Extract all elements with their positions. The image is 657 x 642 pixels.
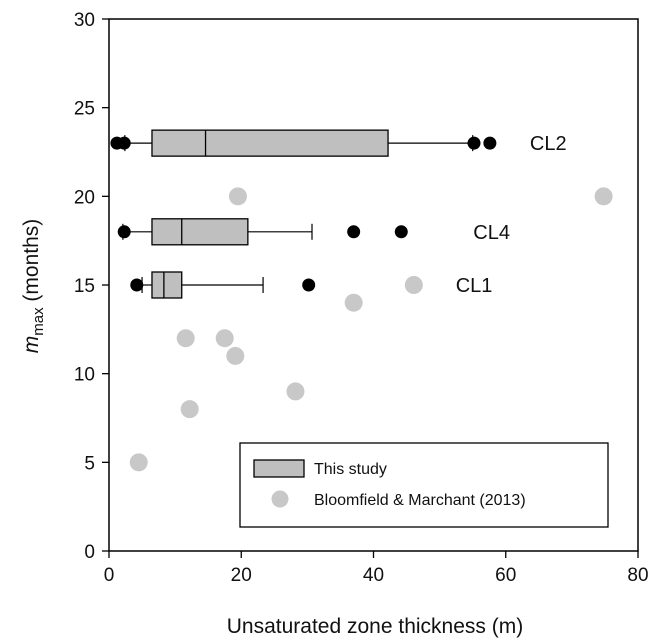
y-axis-title-subscript: max [30, 307, 47, 336]
bloomfield-point [215, 329, 234, 348]
bloomfield-point [404, 276, 423, 294]
y-tick-label: 25 [74, 99, 95, 120]
bloomfield-point [286, 382, 305, 401]
outlier-point [130, 278, 144, 292]
bloomfield-point [594, 187, 613, 206]
x-tick-label: 80 [627, 565, 648, 586]
legend: This study Bloomfield & Marchant (2013) [239, 442, 609, 528]
outlier-point [467, 136, 481, 150]
legend-label-bloomfield: Bloomfield & Marchant (2013) [314, 492, 526, 509]
box-iqr [151, 218, 249, 246]
legend-box-swatch [253, 459, 305, 478]
y-axis-title: mmax (months) [20, 219, 47, 354]
y-axis-title-symbol: m [20, 336, 43, 354]
y-tick-label: 30 [74, 10, 95, 31]
y-tick-label: 0 [84, 542, 95, 563]
box-cl4: CL4 [117, 218, 510, 246]
box-iqr [151, 129, 389, 157]
box-label-cl4: CL4 [473, 222, 510, 244]
outlier-point [483, 136, 497, 150]
box-label-cl2: CL2 [530, 133, 567, 155]
y-tick-label: 15 [74, 276, 95, 297]
box-cl1: CL1 [130, 271, 493, 299]
box-series: CL2 CL4 CL1 [110, 129, 567, 299]
x-tick-label: 60 [495, 565, 516, 586]
legend-frame [239, 442, 609, 528]
legend-label-this-study: This study [314, 461, 387, 478]
bloomfield-point [344, 293, 363, 312]
bloomfield-point [129, 453, 148, 472]
x-tick-label: 0 [104, 565, 115, 586]
y-tick-label: 20 [74, 187, 95, 208]
box-cl2: CL2 [110, 129, 567, 157]
bloomfield-point [228, 187, 247, 206]
box-iqr [151, 271, 183, 299]
outlier-point [302, 278, 316, 292]
bloomfield-point [180, 400, 199, 419]
y-axis-title-unit: (months) [20, 219, 43, 308]
x-axis-title: Unsaturated zone thickness (m) [227, 615, 523, 638]
outlier-point [347, 225, 361, 239]
x-tick-label: 40 [363, 565, 384, 586]
y-tick-label: 5 [84, 453, 95, 474]
box-label-cl1: CL1 [456, 275, 493, 297]
scatter-series [129, 187, 613, 472]
legend-scatter-marker [271, 490, 289, 508]
outlier-point [394, 225, 408, 239]
outlier-point [117, 136, 131, 150]
x-tick-label: 20 [231, 565, 252, 586]
y-tick-label: 10 [74, 365, 95, 386]
outlier-point [117, 225, 131, 239]
axis-ticks: 0 20 40 60 80 0 5 10 15 20 25 30 [74, 10, 649, 586]
bloomfield-point [226, 346, 245, 365]
bloomfield-point [176, 329, 195, 348]
